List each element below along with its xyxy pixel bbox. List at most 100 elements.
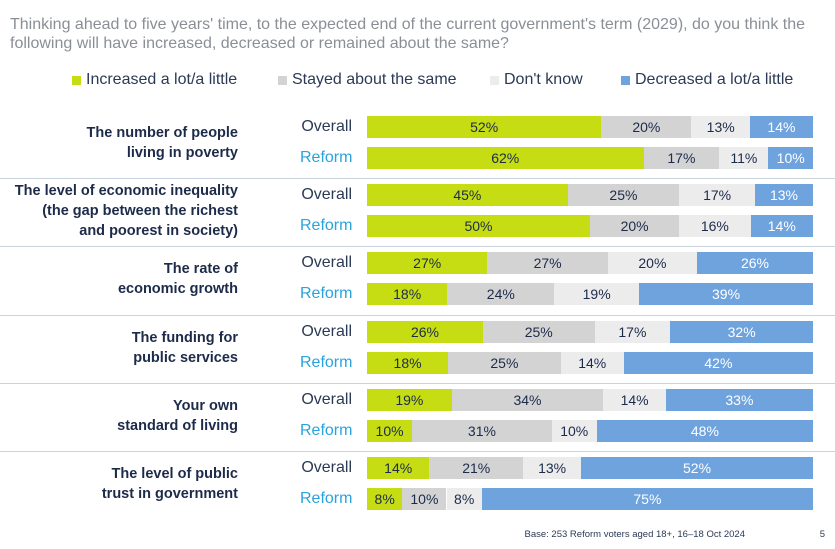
category-label-line: and poorest in society)	[79, 223, 238, 240]
legend-item: Don't know	[490, 71, 583, 89]
bar-segment: 17%	[643, 147, 720, 169]
row-label-overall: Overall	[301, 390, 352, 408]
bar-segment: 32%	[670, 320, 813, 343]
group-divider	[0, 314, 835, 316]
bar-segment: 31%	[412, 419, 552, 442]
bar-segment: 75%	[481, 488, 813, 510]
bar-segment: 52%	[581, 457, 813, 479]
legend-item: Increased a lot/a little	[72, 71, 237, 89]
row-label-overall: Overall	[301, 254, 352, 272]
legend-swatch	[621, 75, 630, 85]
row-label-reform: Reform	[300, 353, 353, 371]
bar-segment: 24%	[447, 283, 555, 306]
bar-segment: 10%	[551, 419, 597, 442]
category-label: The number of people living in poverty	[0, 123, 238, 163]
legend-item: Stayed about the same	[278, 71, 457, 89]
bar-segment: 10%	[768, 147, 813, 169]
category-label-line: (the gap between the richest	[42, 203, 238, 220]
row-label-reform: Reform	[300, 285, 353, 303]
row-label-overall: Overall	[301, 459, 352, 476]
group-divider	[0, 382, 835, 384]
legend-swatch	[72, 75, 81, 85]
bar-segment: 20%	[601, 116, 692, 138]
category-label-line: trust in government	[101, 486, 238, 502]
category-label: The level of public trust in government	[0, 464, 238, 504]
category-label: The rate of economic growth	[0, 259, 238, 299]
bar-segment: 18%	[367, 351, 449, 374]
legend-label: Decreased a lot/a little	[635, 71, 794, 88]
legend-swatch	[490, 75, 499, 85]
category-label-line: The rate of	[163, 261, 238, 278]
category-label-line: standard of living	[117, 417, 238, 434]
legend-label: Increased a lot/a little	[86, 71, 238, 88]
category-label-line: The number of people	[86, 125, 238, 141]
bar-segment: 27%	[487, 252, 608, 275]
bar-segment: 19%	[367, 388, 452, 411]
bar-segment: 14%	[749, 116, 813, 138]
footer-base-note: Base: 253 Reform voters aged 18+, 16–18 …	[524, 529, 746, 540]
bar-segment: 48%	[596, 419, 813, 442]
legend: Increased a lot/a little Stayed about the…	[0, 71, 835, 93]
bar-segment: 17%	[679, 184, 755, 207]
row-label-overall: Overall	[301, 118, 352, 135]
bar-segment: 20%	[607, 252, 697, 275]
bar-segment: 14%	[603, 388, 666, 411]
bar-segment: 14%	[560, 351, 624, 374]
bar-segment: 10%	[367, 419, 413, 442]
bar-segment: 14%	[750, 215, 813, 238]
bar-segment: 14%	[367, 457, 430, 479]
row-label-reform: Reform	[300, 149, 353, 166]
row-label-reform: Reform	[300, 217, 353, 235]
category-label: Your own standard of living	[0, 396, 238, 436]
bar-segment: 27%	[367, 252, 488, 275]
bar-segment: 16%	[679, 215, 751, 238]
bar-segment: 8%	[446, 488, 482, 510]
legend-label: Stayed about the same	[292, 71, 457, 88]
bar-segment: 10%	[402, 488, 447, 510]
bar-segment: 13%	[755, 184, 813, 207]
category-label: The level of economic inequality (the gap…	[0, 181, 238, 241]
page-number: 5	[819, 529, 825, 540]
bar-segment: 17%	[594, 320, 671, 343]
bar-segment: 19%	[554, 283, 639, 306]
bar-segment: 18%	[367, 283, 448, 306]
row-label-reform: Reform	[300, 421, 353, 439]
bar-segment: 26%	[697, 252, 813, 275]
legend-item: Decreased a lot/a little	[621, 71, 793, 89]
category-label-line: Your own	[173, 397, 238, 414]
bar-segment: 13%	[691, 116, 750, 138]
bar-segment: 52%	[367, 116, 602, 138]
legend-label: Don't know	[504, 71, 583, 88]
category-label-line: living in poverty	[126, 145, 238, 161]
bar-segment: 26%	[367, 320, 483, 343]
bar-segment: 50%	[367, 215, 590, 238]
bar-segment: 11%	[719, 147, 769, 169]
category-label: The funding for public services	[0, 328, 238, 368]
category-label-line: public services	[133, 349, 238, 366]
legend-swatch	[278, 75, 287, 85]
bar-segment: 42%	[623, 351, 813, 374]
bar-segment: 45%	[367, 184, 568, 207]
bar-segment: 13%	[523, 457, 582, 479]
bar-segment: 21%	[429, 457, 524, 479]
chart-title: Thinking ahead to five years' time, to t…	[10, 16, 805, 52]
row-label-overall: Overall	[301, 322, 352, 340]
category-label-line: The level of economic inequality	[14, 183, 238, 200]
bar-segment: 25%	[483, 320, 595, 343]
category-label-line: economic growth	[117, 281, 238, 298]
category-label-line: The level of public	[111, 466, 239, 482]
category-label-line: The funding for	[131, 329, 238, 346]
group-divider	[0, 451, 835, 452]
row-label-reform: Reform	[300, 490, 353, 507]
group-divider	[0, 178, 835, 180]
bar-segment: 25%	[567, 184, 680, 207]
bar-segment: 34%	[451, 388, 604, 411]
bar-segment: 25%	[448, 351, 561, 374]
bar-segment: 20%	[590, 215, 680, 238]
bar-segment: 33%	[665, 388, 813, 411]
bar-segment: 62%	[367, 147, 644, 169]
group-divider	[0, 246, 835, 248]
bar-segment: 8%	[367, 488, 403, 510]
row-label-overall: Overall	[301, 186, 352, 204]
bar-segment: 39%	[639, 283, 813, 306]
